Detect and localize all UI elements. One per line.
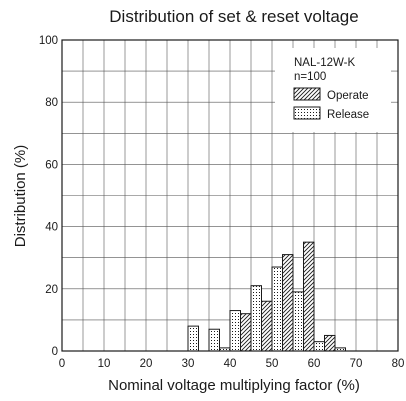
y-tick-label: 40 bbox=[45, 222, 58, 234]
legend-annotation-count: n=100 bbox=[294, 71, 326, 83]
legend: NAL-12W-K n=100 Operate Release bbox=[275, 48, 391, 132]
bar-release bbox=[229, 310, 241, 352]
bar-release bbox=[313, 341, 325, 352]
x-tick-label: 0 bbox=[59, 358, 65, 370]
y-tick-label: 100 bbox=[39, 35, 58, 47]
bar-release bbox=[187, 325, 199, 352]
x-tick-label: 30 bbox=[182, 358, 195, 370]
bar-operate bbox=[240, 313, 252, 352]
bar-operate bbox=[324, 334, 336, 352]
legend-label-release: Release bbox=[327, 109, 369, 121]
x-axis-ticks: 0 10 20 30 40 50 60 70 80 bbox=[59, 358, 405, 370]
legend-label-operate: Operate bbox=[327, 90, 369, 102]
x-tick-label: 80 bbox=[392, 358, 405, 370]
chart-title: Distribution of set & reset voltage bbox=[109, 7, 358, 26]
y-axis-label: Distribution (%) bbox=[12, 145, 29, 248]
bar-release bbox=[208, 328, 220, 352]
y-tick-label: 80 bbox=[45, 97, 58, 109]
legend-annotation-model: NAL-12W-K bbox=[294, 57, 355, 69]
x-tick-label: 60 bbox=[308, 358, 321, 370]
bar-operate bbox=[261, 300, 273, 352]
bar-operate bbox=[303, 241, 315, 352]
bar-operate bbox=[282, 254, 294, 352]
y-tick-label: 0 bbox=[52, 346, 58, 358]
x-axis-label: Nominal voltage multiplying factor (%) bbox=[108, 377, 360, 394]
y-tick-label: 20 bbox=[45, 284, 58, 296]
x-tick-label: 20 bbox=[140, 358, 153, 370]
bar-release bbox=[271, 266, 283, 352]
bar-release bbox=[250, 285, 262, 352]
x-tick-label: 70 bbox=[350, 358, 363, 370]
legend-swatch-release bbox=[293, 106, 321, 120]
plot-frame bbox=[61, 39, 399, 352]
x-tick-label: 50 bbox=[266, 358, 279, 370]
x-tick-label: 40 bbox=[224, 358, 237, 370]
bar-release bbox=[292, 291, 304, 352]
y-axis-ticks: 0 20 40 60 80 100 bbox=[39, 35, 58, 358]
x-tick-label: 10 bbox=[98, 358, 111, 370]
y-tick-label: 60 bbox=[45, 159, 58, 171]
legend-swatch-operate bbox=[293, 87, 321, 101]
